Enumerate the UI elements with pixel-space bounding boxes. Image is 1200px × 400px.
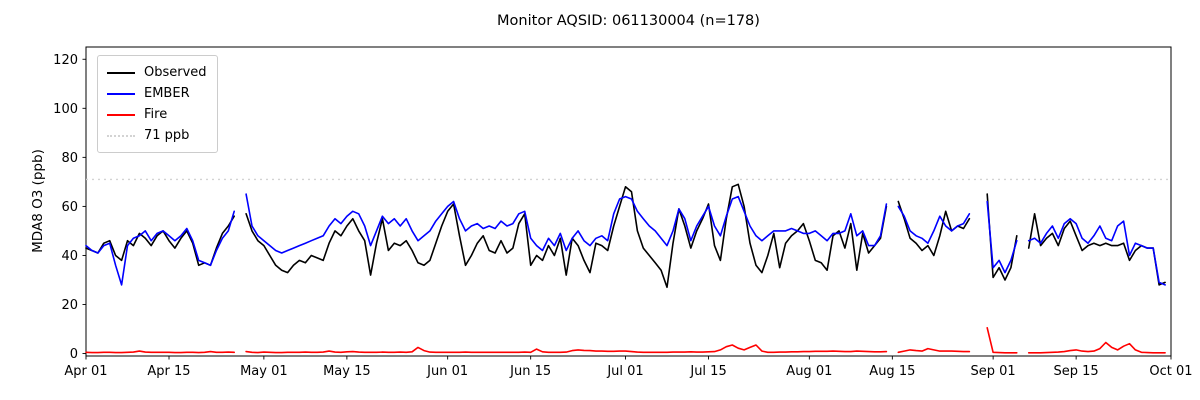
ember-line: [897, 205, 971, 244]
ember-line: [986, 200, 1018, 274]
fire-line-swatch: [107, 113, 135, 116]
x-tick-label: Jul 15: [689, 364, 726, 379]
legend-item-threshold: 71 ppb: [107, 125, 207, 146]
x-tick-label: May 01: [240, 364, 288, 379]
y-tick-label: 80: [61, 151, 78, 166]
x-tick-label: Apr 15: [147, 364, 190, 379]
ember-line-swatch: [107, 92, 135, 95]
ember-line: [1027, 217, 1166, 286]
x-tick-label: Aug 01: [786, 364, 832, 379]
y-tick-label: 40: [61, 249, 78, 264]
observed-line-swatch: [107, 71, 135, 74]
x-tick-label: Apr 01: [64, 364, 107, 379]
fire-line: [245, 344, 888, 354]
ember-line: [85, 210, 235, 286]
fire-line: [897, 347, 971, 354]
chart-title: Monitor AQSID: 061130004 (n=178): [497, 13, 760, 29]
fire-line: [986, 326, 1018, 354]
x-tick-label: May 15: [323, 364, 371, 379]
x-tick-label: Sep 15: [1054, 364, 1099, 379]
x-tick-label: Jul 01: [606, 364, 643, 379]
x-tick-label: Jun 01: [426, 364, 468, 379]
legend-item-observed: Observed: [107, 62, 207, 83]
legend-item-fire: Fire: [107, 104, 207, 125]
y-tick-label: 100: [53, 102, 78, 117]
legend: Observed EMBER Fire 71 ppb: [97, 55, 218, 153]
y-tick-label: 60: [61, 200, 78, 215]
ember-line: [245, 193, 888, 254]
plot-border: [85, 46, 1172, 357]
x-tick-label: Aug 15: [869, 364, 915, 379]
legend-item-ember: EMBER: [107, 83, 207, 104]
y-axis-label: MDA8 O3 (ppb): [30, 149, 46, 253]
observed-line: [245, 183, 888, 289]
x-tick-label: Sep 01: [971, 364, 1016, 379]
fire-line: [1027, 341, 1166, 354]
legend-label: 71 ppb: [144, 128, 190, 143]
y-tick-label: 0: [70, 347, 78, 362]
legend-label: EMBER: [144, 86, 190, 101]
x-tick-label: Jun 15: [509, 364, 551, 379]
y-tick-label: 20: [61, 298, 78, 313]
legend-label: Fire: [144, 107, 168, 122]
legend-label: Observed: [144, 65, 207, 80]
x-tick-label: Oct 01: [1149, 364, 1192, 379]
fire-line: [85, 350, 235, 354]
y-tick-label: 120: [53, 53, 78, 68]
threshold-line-swatch: [107, 134, 135, 137]
